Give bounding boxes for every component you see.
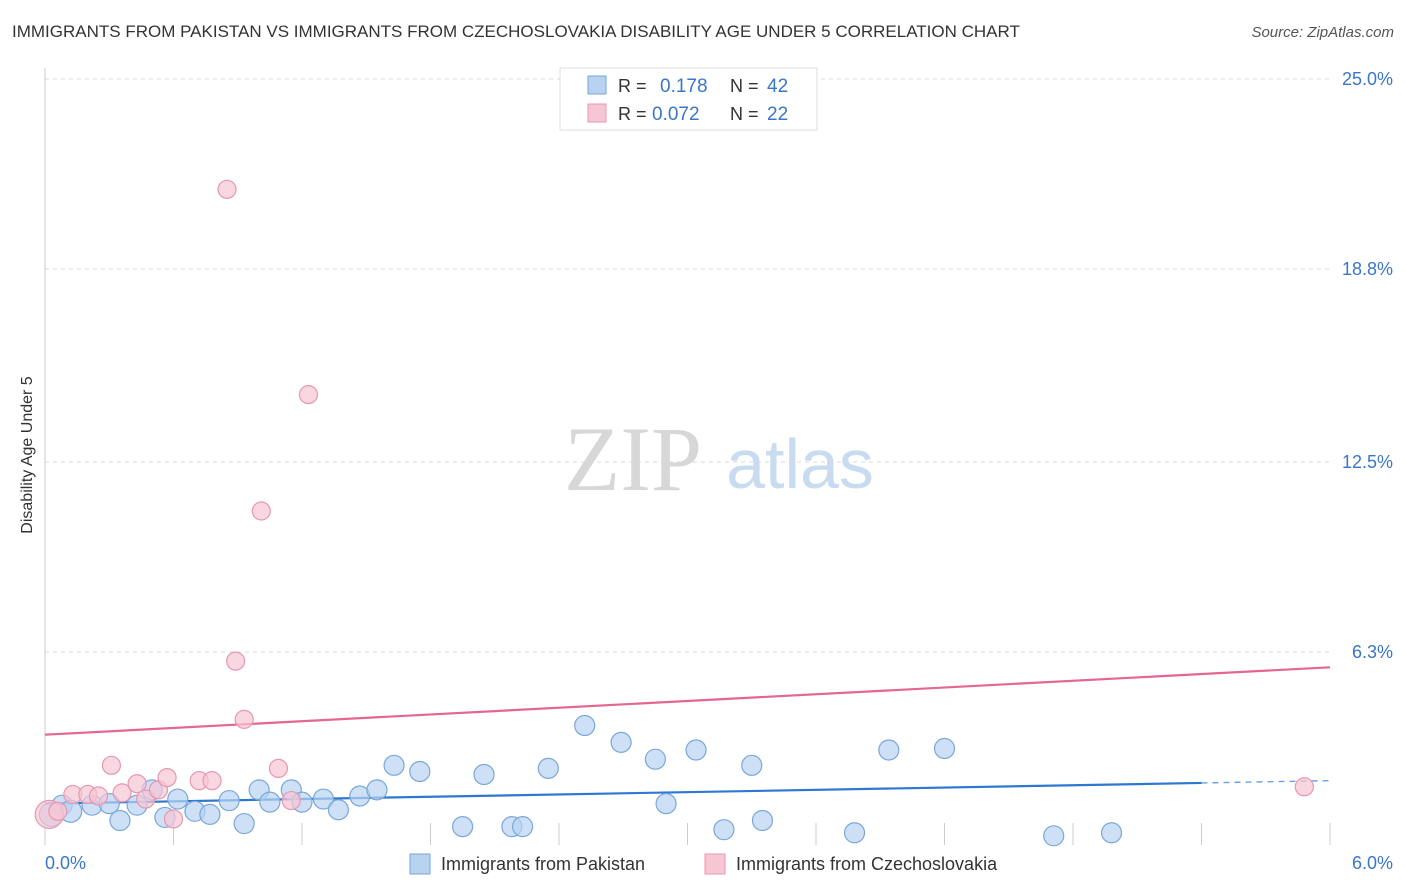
point-czechoslovakia: [101, 755, 121, 775]
point-pakistan: [233, 812, 255, 835]
legend-r-value-pink: 0.072: [652, 104, 700, 125]
point-czechoslovakia: [234, 709, 254, 729]
y-tick-label: 12.5%: [1342, 452, 1393, 472]
point-czechoslovakia: [298, 384, 319, 405]
point-pakistan: [366, 779, 388, 801]
point-pakistan: [685, 739, 707, 761]
point-czechoslovakia: [1294, 777, 1314, 797]
point-pakistan: [1043, 825, 1065, 847]
point-pakistan: [878, 739, 900, 761]
legend-swatch-pink: [587, 103, 607, 123]
point-pakistan: [167, 788, 189, 810]
legend-n-value-pink: 22: [767, 104, 788, 125]
point-czechoslovakia: [127, 774, 147, 794]
legend-n-label-blue: N =: [730, 76, 759, 96]
point-czechoslovakia: [157, 767, 177, 788]
point-czechoslovakia: [88, 786, 109, 806]
series-legend-swatch-czechoslovakia: [704, 853, 726, 875]
point-pakistan: [610, 731, 632, 753]
legend-n-value-blue: 42: [767, 76, 788, 97]
point-pakistan: [452, 816, 474, 838]
x-tick-label: 0.0%: [45, 853, 86, 873]
series-legend-label-czechoslovakia: Immigrants from Czechoslovakia: [736, 854, 998, 874]
point-czechoslovakia: [163, 809, 184, 829]
point-pakistan: [259, 791, 281, 813]
point-czechoslovakia: [226, 651, 246, 671]
point-czechoslovakia: [251, 501, 271, 521]
x-tick-label: 6.0%: [1352, 853, 1393, 873]
y-tick-label: 6.3%: [1352, 642, 1393, 662]
point-pakistan: [644, 748, 666, 770]
point-czechoslovakia: [268, 758, 289, 779]
point-czechoslovakia: [112, 783, 132, 803]
point-pakistan: [713, 819, 735, 841]
point-pakistan: [933, 737, 956, 760]
point-pakistan: [655, 793, 677, 815]
point-pakistan: [1100, 822, 1123, 844]
series-legend-label-pakistan: Immigrants from Pakistan: [441, 854, 645, 874]
point-czechoslovakia: [202, 771, 222, 791]
series-legend: Immigrants from Pakistan Immigrants from…: [409, 853, 998, 875]
point-pakistan: [383, 754, 405, 776]
trendline-czechoslovakia: [44, 666, 1331, 736]
point-pakistan: [199, 803, 221, 825]
point-pakistan: [751, 809, 774, 832]
point-pakistan: [327, 799, 350, 821]
legend-r-label-blue: R =: [618, 76, 647, 96]
point-czechoslovakia: [217, 179, 237, 199]
point-pakistan: [741, 754, 763, 776]
point-pakistan: [409, 760, 431, 783]
correlation-legend: R = 0.178 N = 42 R = 0.072 N = 22: [559, 67, 818, 131]
legend-n-label-pink: N =: [730, 104, 759, 124]
point-pakistan: [511, 816, 534, 838]
source-label: Source: ZipAtlas.com: [1251, 24, 1394, 41]
point-pakistan: [312, 788, 335, 810]
y-tick-label: 25.0%: [1342, 69, 1393, 89]
point-czechoslovakia: [48, 801, 68, 821]
watermark-zip: ZIP: [564, 408, 702, 510]
legend-r-value-blue: 0.178: [660, 76, 708, 97]
point-pakistan: [537, 757, 559, 780]
point-pakistan: [473, 763, 495, 786]
watermark-atlas: atlas: [726, 425, 874, 503]
y-tick-label: 18.8%: [1342, 259, 1393, 279]
tick-labels: 6.3% 12.5% 18.8% 25.0% 0.0% 6.0%: [45, 69, 1393, 873]
point-pakistan: [109, 809, 131, 832]
chart-title: IMMIGRANTS FROM PAKISTAN VS IMMIGRANTS F…: [12, 22, 1020, 41]
grid: [45, 78, 1330, 653]
trend-lines: [44, 666, 1331, 805]
point-czechoslovakia: [281, 790, 301, 811]
point-pakistan: [574, 714, 596, 737]
axes: [44, 68, 1331, 845]
legend-r-label-pink: R =: [618, 104, 647, 124]
point-pakistan: [843, 822, 866, 844]
legend-swatch-blue: [587, 75, 607, 95]
series-legend-swatch-pakistan: [409, 853, 431, 875]
point-pakistan: [218, 789, 240, 812]
data-points: [34, 179, 1314, 847]
